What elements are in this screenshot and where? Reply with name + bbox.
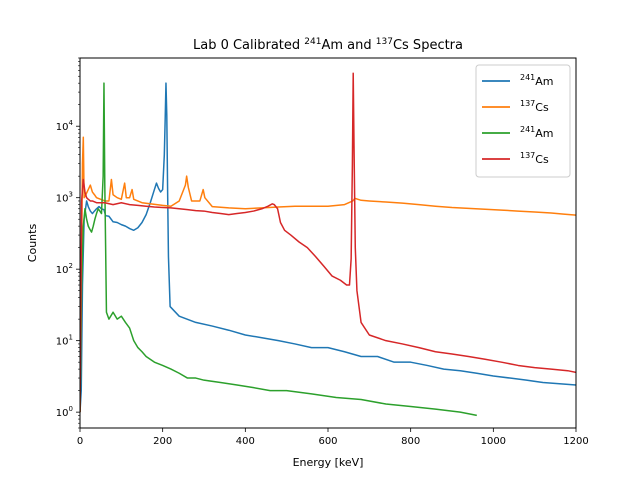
legend-label: 241Am [520, 125, 554, 140]
legend-box [475, 64, 571, 178]
y-tick-label: 104 [56, 119, 74, 133]
legend: 241Am 137Cs 241Am 137Cs [475, 64, 571, 178]
y-tick-label: 101 [56, 334, 73, 348]
x-tick-label: 200 [153, 436, 172, 447]
series-line-4 [80, 72, 576, 413]
x-tick-label: 400 [236, 436, 255, 447]
x-tick-label: 600 [318, 436, 337, 447]
x-axis-label: Energy [keV] [293, 456, 364, 469]
x-tick-label: 800 [401, 436, 420, 447]
y-tick-label: 100 [56, 405, 73, 419]
series-line-3 [80, 82, 477, 417]
series-line-1 [80, 82, 576, 413]
y-tick-label: 103 [56, 191, 73, 205]
y-tick-label: 102 [56, 262, 73, 276]
chart-title: Lab 0 Calibrated 241Am and 137Cs Spectra [193, 37, 463, 53]
x-tick-label: 1000 [481, 436, 506, 447]
axis-ticks: 0 200 400 600 800 1000 1200 100 101 102 103 104 [56, 57, 589, 447]
x-tick-label: 1200 [563, 436, 588, 447]
legend-label: 137Cs [520, 99, 549, 114]
legend-label: 137Cs [520, 151, 549, 166]
x-tick-label: 0 [77, 436, 83, 447]
legend-label: 241Am [520, 73, 554, 88]
series-layer [80, 72, 576, 417]
series-line-2 [80, 136, 576, 413]
y-axis-label: Counts [26, 224, 39, 263]
